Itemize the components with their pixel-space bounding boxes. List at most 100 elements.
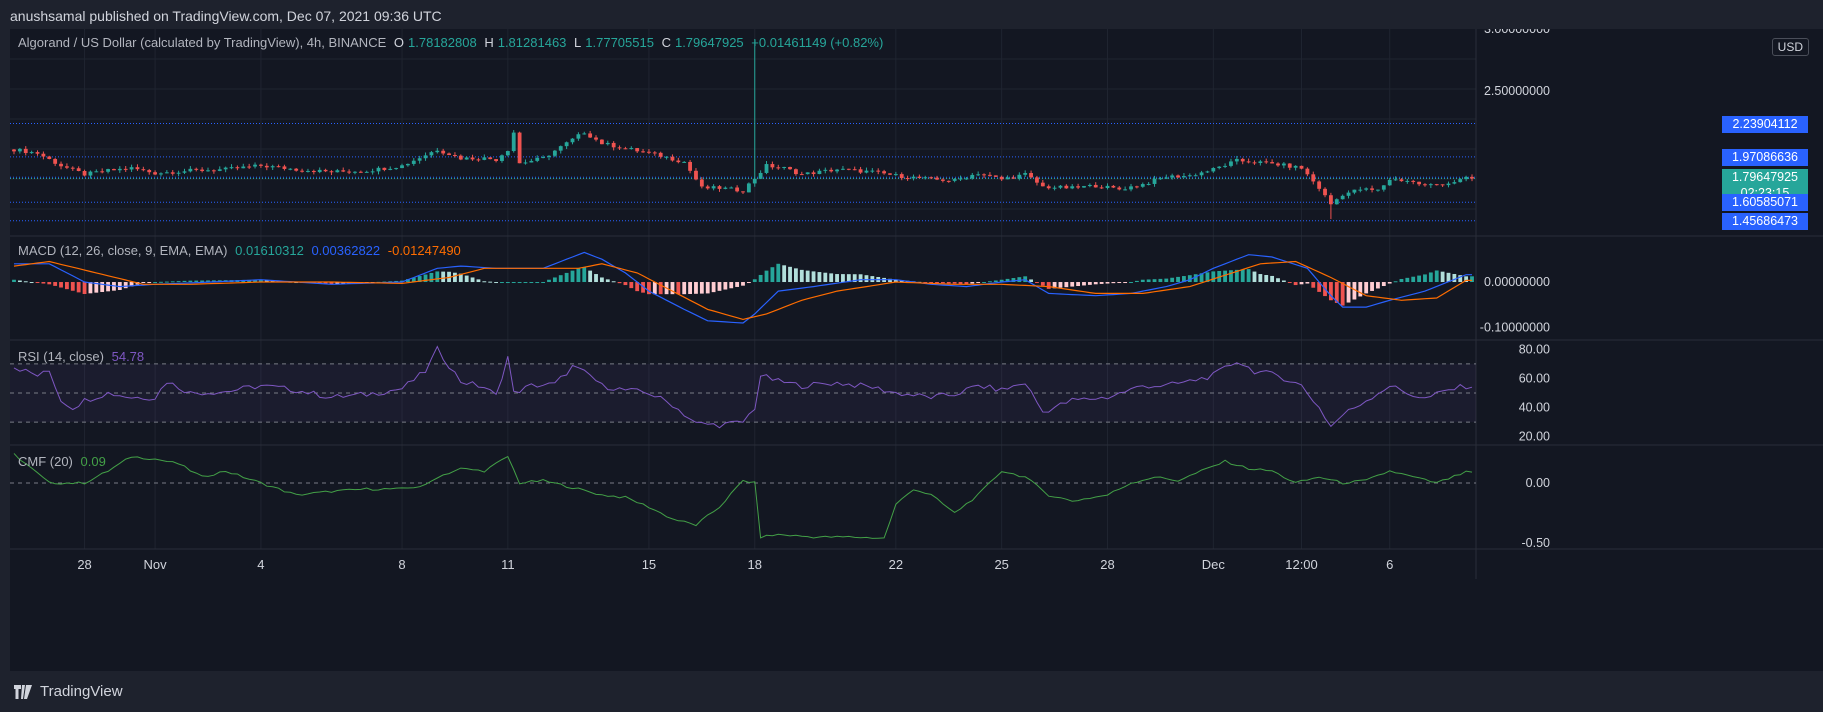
candle-body: [547, 155, 551, 158]
candle-body: [1152, 178, 1157, 184]
macd-histogram-bar: [194, 280, 199, 283]
price-axis: 3.00000000 2.50000000 0.00000000 -0.1000000…: [1480, 29, 1550, 550]
candle-body: [405, 163, 410, 166]
level-price-tag: 1.45686473: [1722, 212, 1808, 230]
chart-frame[interactable]: 3.00000000 2.50000000 0.00000000 -0.1000000…: [10, 29, 1823, 671]
candle-body: [876, 170, 881, 172]
macd-histogram-bar: [1458, 275, 1463, 283]
candle-body: [770, 164, 775, 168]
candle-body: [141, 169, 146, 171]
macd-hist-latest: 0.01610312: [235, 243, 304, 258]
macd-histogram-bar: [59, 282, 63, 288]
candle-body: [1217, 166, 1222, 169]
time-axis-tick: 11: [501, 557, 515, 572]
candle-body: [88, 171, 93, 176]
candle-body: [535, 157, 540, 161]
currency-selector[interactable]: USD: [1771, 38, 1809, 56]
macd-histogram-bar: [182, 280, 187, 283]
macd-title: MACD (12, 26, close, 9, EMA, EMA): [18, 243, 228, 258]
candle-body: [1446, 183, 1451, 186]
macd-histogram-bar: [259, 279, 263, 283]
macd-histogram-bar: [964, 282, 969, 285]
candle-body: [159, 173, 163, 175]
macd-histogram-bar: [1035, 282, 1039, 284]
candle-body: [911, 176, 916, 179]
candle-body: [1076, 186, 1081, 188]
macd-histogram-bar: [1011, 278, 1016, 283]
candle-body: [1176, 175, 1180, 178]
candle-body: [817, 170, 822, 175]
macd-histogram-bar: [1470, 276, 1474, 283]
time-axis-tick: 28: [77, 557, 91, 572]
candle-body: [1111, 185, 1116, 188]
cmf-pane: [10, 453, 1476, 539]
macd-histogram-bar: [1093, 282, 1098, 285]
macd-histogram-bar: [35, 282, 40, 284]
candle-body: [905, 178, 910, 180]
candle-body: [117, 168, 122, 171]
cmf-legend: CMF (20) 0.09: [18, 454, 110, 469]
macd-histogram-bar: [1170, 277, 1175, 283]
macd-histogram-bar: [188, 280, 193, 283]
macd-histogram-bar: [1299, 282, 1304, 285]
candle-body: [1264, 161, 1269, 163]
candle-body: [935, 177, 939, 180]
candle-body: [1352, 189, 1357, 193]
candle-body: [670, 156, 675, 161]
candle-body: [364, 171, 369, 173]
macd-histogram-bar: [547, 279, 551, 283]
macd-histogram-bar: [1405, 277, 1410, 283]
macd-histogram-bar: [1276, 278, 1280, 283]
candle-body: [429, 152, 434, 156]
candle-body: [253, 164, 257, 167]
candle-body: [1323, 188, 1327, 196]
candle-body: [629, 148, 634, 150]
macd-histogram-bar: [1076, 282, 1081, 287]
candle-body: [247, 166, 252, 168]
candle-body: [1070, 186, 1075, 189]
candle-body: [1399, 179, 1404, 182]
macd-histogram-bar: [776, 263, 781, 283]
macd-histogram-bar: [1352, 282, 1357, 300]
candle-body: [1411, 180, 1416, 182]
cmf-line: [13, 453, 1473, 539]
low-label: L: [574, 35, 582, 50]
macd-pane: [12, 251, 1474, 324]
macd-histogram-bar: [999, 279, 1004, 283]
chart-canvas[interactable]: 3.00000000 2.50000000 0.00000000 -0.1000000…: [10, 29, 1823, 671]
cmf-axis-tick: 0.00: [1526, 476, 1550, 490]
high-value: 1.81281463: [497, 35, 567, 50]
macd-histogram-bar: [70, 282, 75, 291]
time-axis-tick: 28: [1100, 557, 1114, 572]
macd-histogram-bar: [1182, 276, 1186, 283]
macd-histogram-bar: [329, 282, 334, 285]
macd-histogram-bar: [817, 272, 822, 283]
candle-body: [1035, 177, 1039, 183]
candle-body: [923, 177, 928, 179]
candle-body: [588, 133, 593, 138]
macd-histogram-bar: [76, 282, 81, 293]
macd-histogram-bar: [623, 282, 628, 286]
price-axis-tick: 2.50000000: [1484, 84, 1550, 98]
candle-body: [970, 174, 975, 179]
brand[interactable]: TradingView: [12, 683, 123, 700]
macd-histogram-bar: [1340, 282, 1345, 306]
candle-body: [1317, 181, 1322, 189]
candle-body: [1305, 168, 1310, 175]
macd-histogram-bar: [270, 280, 275, 283]
candle-body: [564, 142, 569, 147]
candle-body: [1082, 186, 1086, 188]
macd-histogram-bar: [1293, 282, 1298, 286]
candle-body: [1258, 161, 1263, 164]
macd-histogram-bar: [29, 282, 34, 284]
macd-histogram-bar: [494, 282, 498, 284]
candle-body: [1417, 181, 1421, 185]
candle-body: [746, 183, 751, 193]
macd-histogram-bar: [129, 282, 134, 287]
time-axis-tick: 6: [1386, 557, 1393, 572]
macd-histogram-bar: [65, 282, 69, 290]
macd-histogram-bar: [88, 282, 93, 294]
candle-body: [470, 157, 475, 160]
candle-body: [1193, 175, 1198, 177]
candle-body: [300, 170, 304, 172]
